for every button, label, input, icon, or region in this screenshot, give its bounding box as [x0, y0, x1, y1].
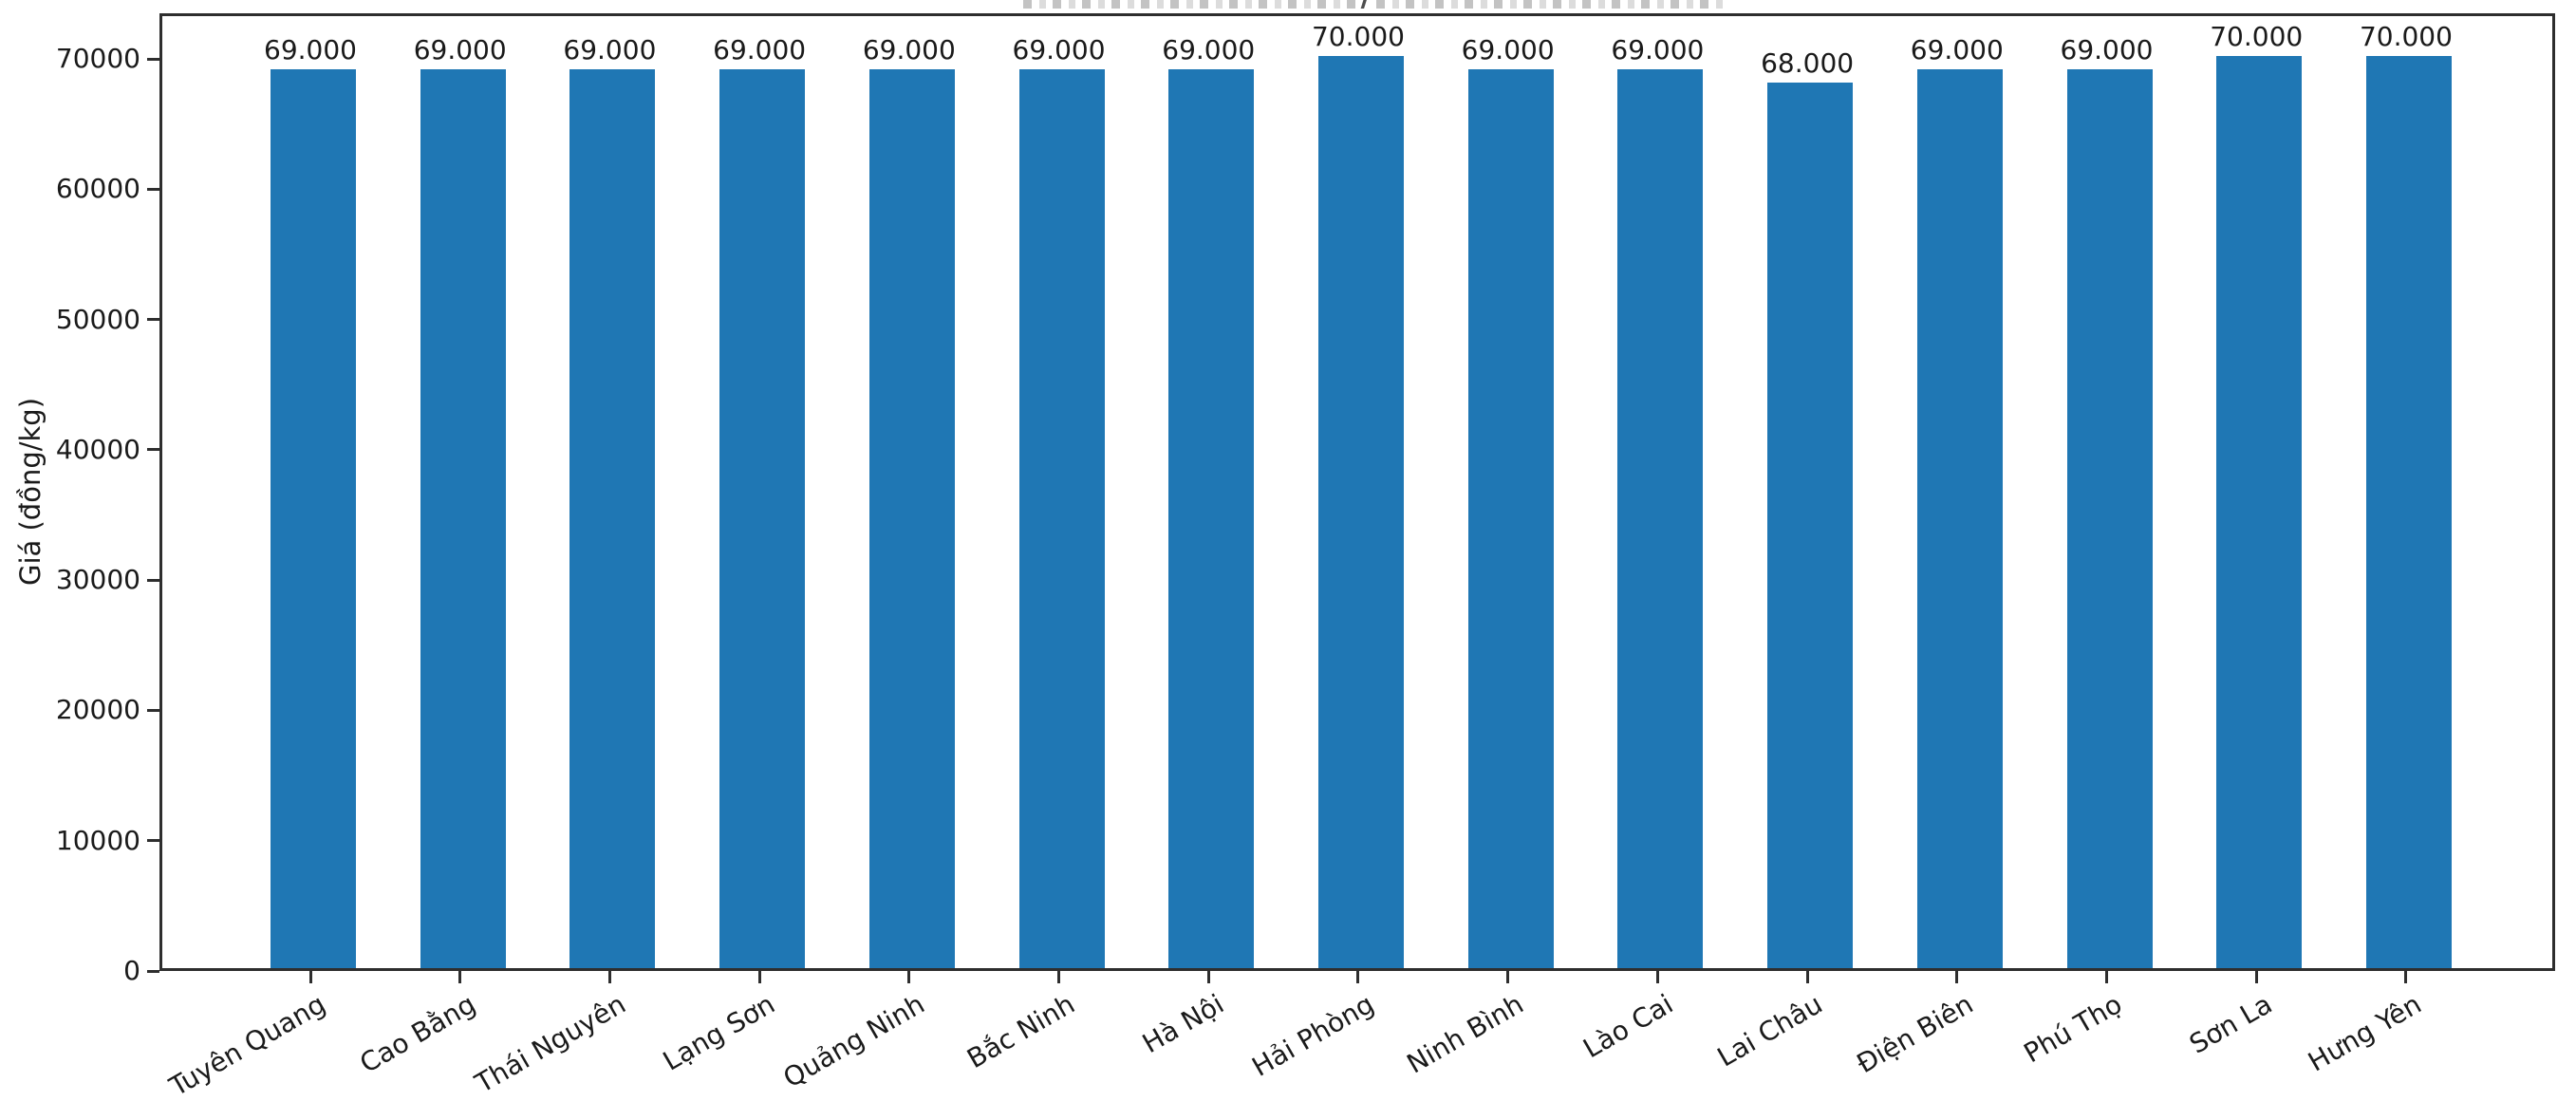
x-tick-label: Lào Cai — [1577, 988, 1679, 1065]
bar — [2216, 56, 2303, 968]
x-tick-label: Quảng Ninh — [777, 988, 930, 1094]
bar — [1467, 69, 1554, 968]
bar — [1767, 83, 1854, 968]
y-tick-label: 40000 — [55, 433, 140, 465]
y-tick-mark — [147, 318, 159, 322]
x-tick-mark — [2105, 971, 2109, 983]
x-tick-label: Bắc Ninh — [961, 988, 1080, 1075]
x-tick-label: Phú Thọ — [2018, 988, 2128, 1070]
bar-value-label: 70.000 — [2359, 21, 2453, 52]
y-tick-mark — [147, 448, 159, 452]
y-tick-label: 0 — [123, 955, 140, 986]
y-tick-mark — [147, 708, 159, 712]
bar — [271, 69, 356, 968]
bar-value-label: 68.000 — [1761, 47, 1855, 79]
bar-value-label: 69.000 — [862, 34, 956, 65]
x-tick-mark — [757, 971, 761, 983]
bar — [1018, 69, 1105, 968]
x-tick-label: Hưng Yên — [2303, 988, 2427, 1078]
x-tick-mark — [458, 971, 462, 983]
x-tick-mark — [1356, 971, 1360, 983]
x-tick-mark — [2404, 971, 2408, 983]
bar-value-label: 69.000 — [264, 34, 357, 65]
x-tick-mark — [607, 971, 611, 983]
cropped-title-fragment: / — [1357, 0, 1374, 9]
x-tick-mark — [1805, 971, 1809, 983]
bar — [2365, 56, 2452, 968]
bar-value-label: 69.000 — [1910, 34, 2004, 65]
x-tick-label: Ninh Bình — [1401, 988, 1529, 1080]
bar-value-label: 69.000 — [2060, 34, 2154, 65]
y-tick-mark — [147, 57, 159, 61]
x-tick-mark — [1057, 971, 1061, 983]
bar — [1317, 56, 1404, 968]
y-tick-mark — [147, 969, 159, 973]
y-tick-mark — [147, 839, 159, 843]
x-tick-mark — [1655, 971, 1659, 983]
x-tick-label: Tuyên Quang — [164, 988, 331, 1103]
y-tick-label: 70000 — [55, 43, 140, 75]
bar-value-label: 69.000 — [563, 34, 657, 65]
y-tick-label: 50000 — [55, 303, 140, 335]
x-tick-label: Thái Nguyên — [469, 988, 631, 1100]
bar — [420, 69, 506, 968]
x-tick-label: Sơn La — [2184, 988, 2278, 1060]
x-tick-mark — [1206, 971, 1210, 983]
bar — [1617, 69, 1704, 968]
bar — [2066, 69, 2153, 968]
x-tick-mark — [1955, 971, 1959, 983]
y-tick-label: 20000 — [55, 694, 140, 726]
bar-value-label: 69.000 — [1012, 34, 1106, 65]
bar — [719, 69, 806, 968]
bar — [1168, 69, 1255, 968]
y-tick-label: 30000 — [55, 564, 140, 596]
x-tick-label: Điện Biên — [1851, 988, 1978, 1080]
x-tick-label: Hà Nội — [1137, 988, 1230, 1060]
x-tick-label: Lạng Sơn — [658, 988, 781, 1077]
bar-value-label: 70.000 — [2210, 21, 2304, 52]
bar-value-label: 69.000 — [1461, 34, 1555, 65]
bar-value-label: 69.000 — [1611, 34, 1705, 65]
bar — [868, 69, 955, 968]
x-tick-mark — [2254, 971, 2258, 983]
bar-value-label: 69.000 — [413, 34, 507, 65]
bar-value-label: 69.000 — [1162, 34, 1256, 65]
bar — [569, 69, 656, 968]
y-tick-label: 10000 — [55, 824, 140, 856]
x-tick-label: Cao Bằng — [354, 988, 481, 1080]
y-tick-label: 60000 — [55, 173, 140, 205]
y-tick-mark — [147, 187, 159, 191]
y-axis-label: Giá (đồng/kg) — [14, 397, 47, 587]
bar-value-label: 69.000 — [713, 34, 807, 65]
x-tick-label: Lai Châu — [1712, 988, 1829, 1073]
bar-value-label: 70.000 — [1311, 21, 1405, 52]
cropped-chart-title: / — [1023, 0, 1726, 9]
bar — [1916, 69, 2003, 968]
x-tick-mark — [1506, 971, 1510, 983]
plot-area — [159, 13, 2555, 971]
y-tick-mark — [147, 578, 159, 582]
x-tick-mark — [308, 971, 312, 983]
x-tick-label: Hải Phòng — [1246, 988, 1379, 1083]
x-tick-mark — [907, 971, 911, 983]
